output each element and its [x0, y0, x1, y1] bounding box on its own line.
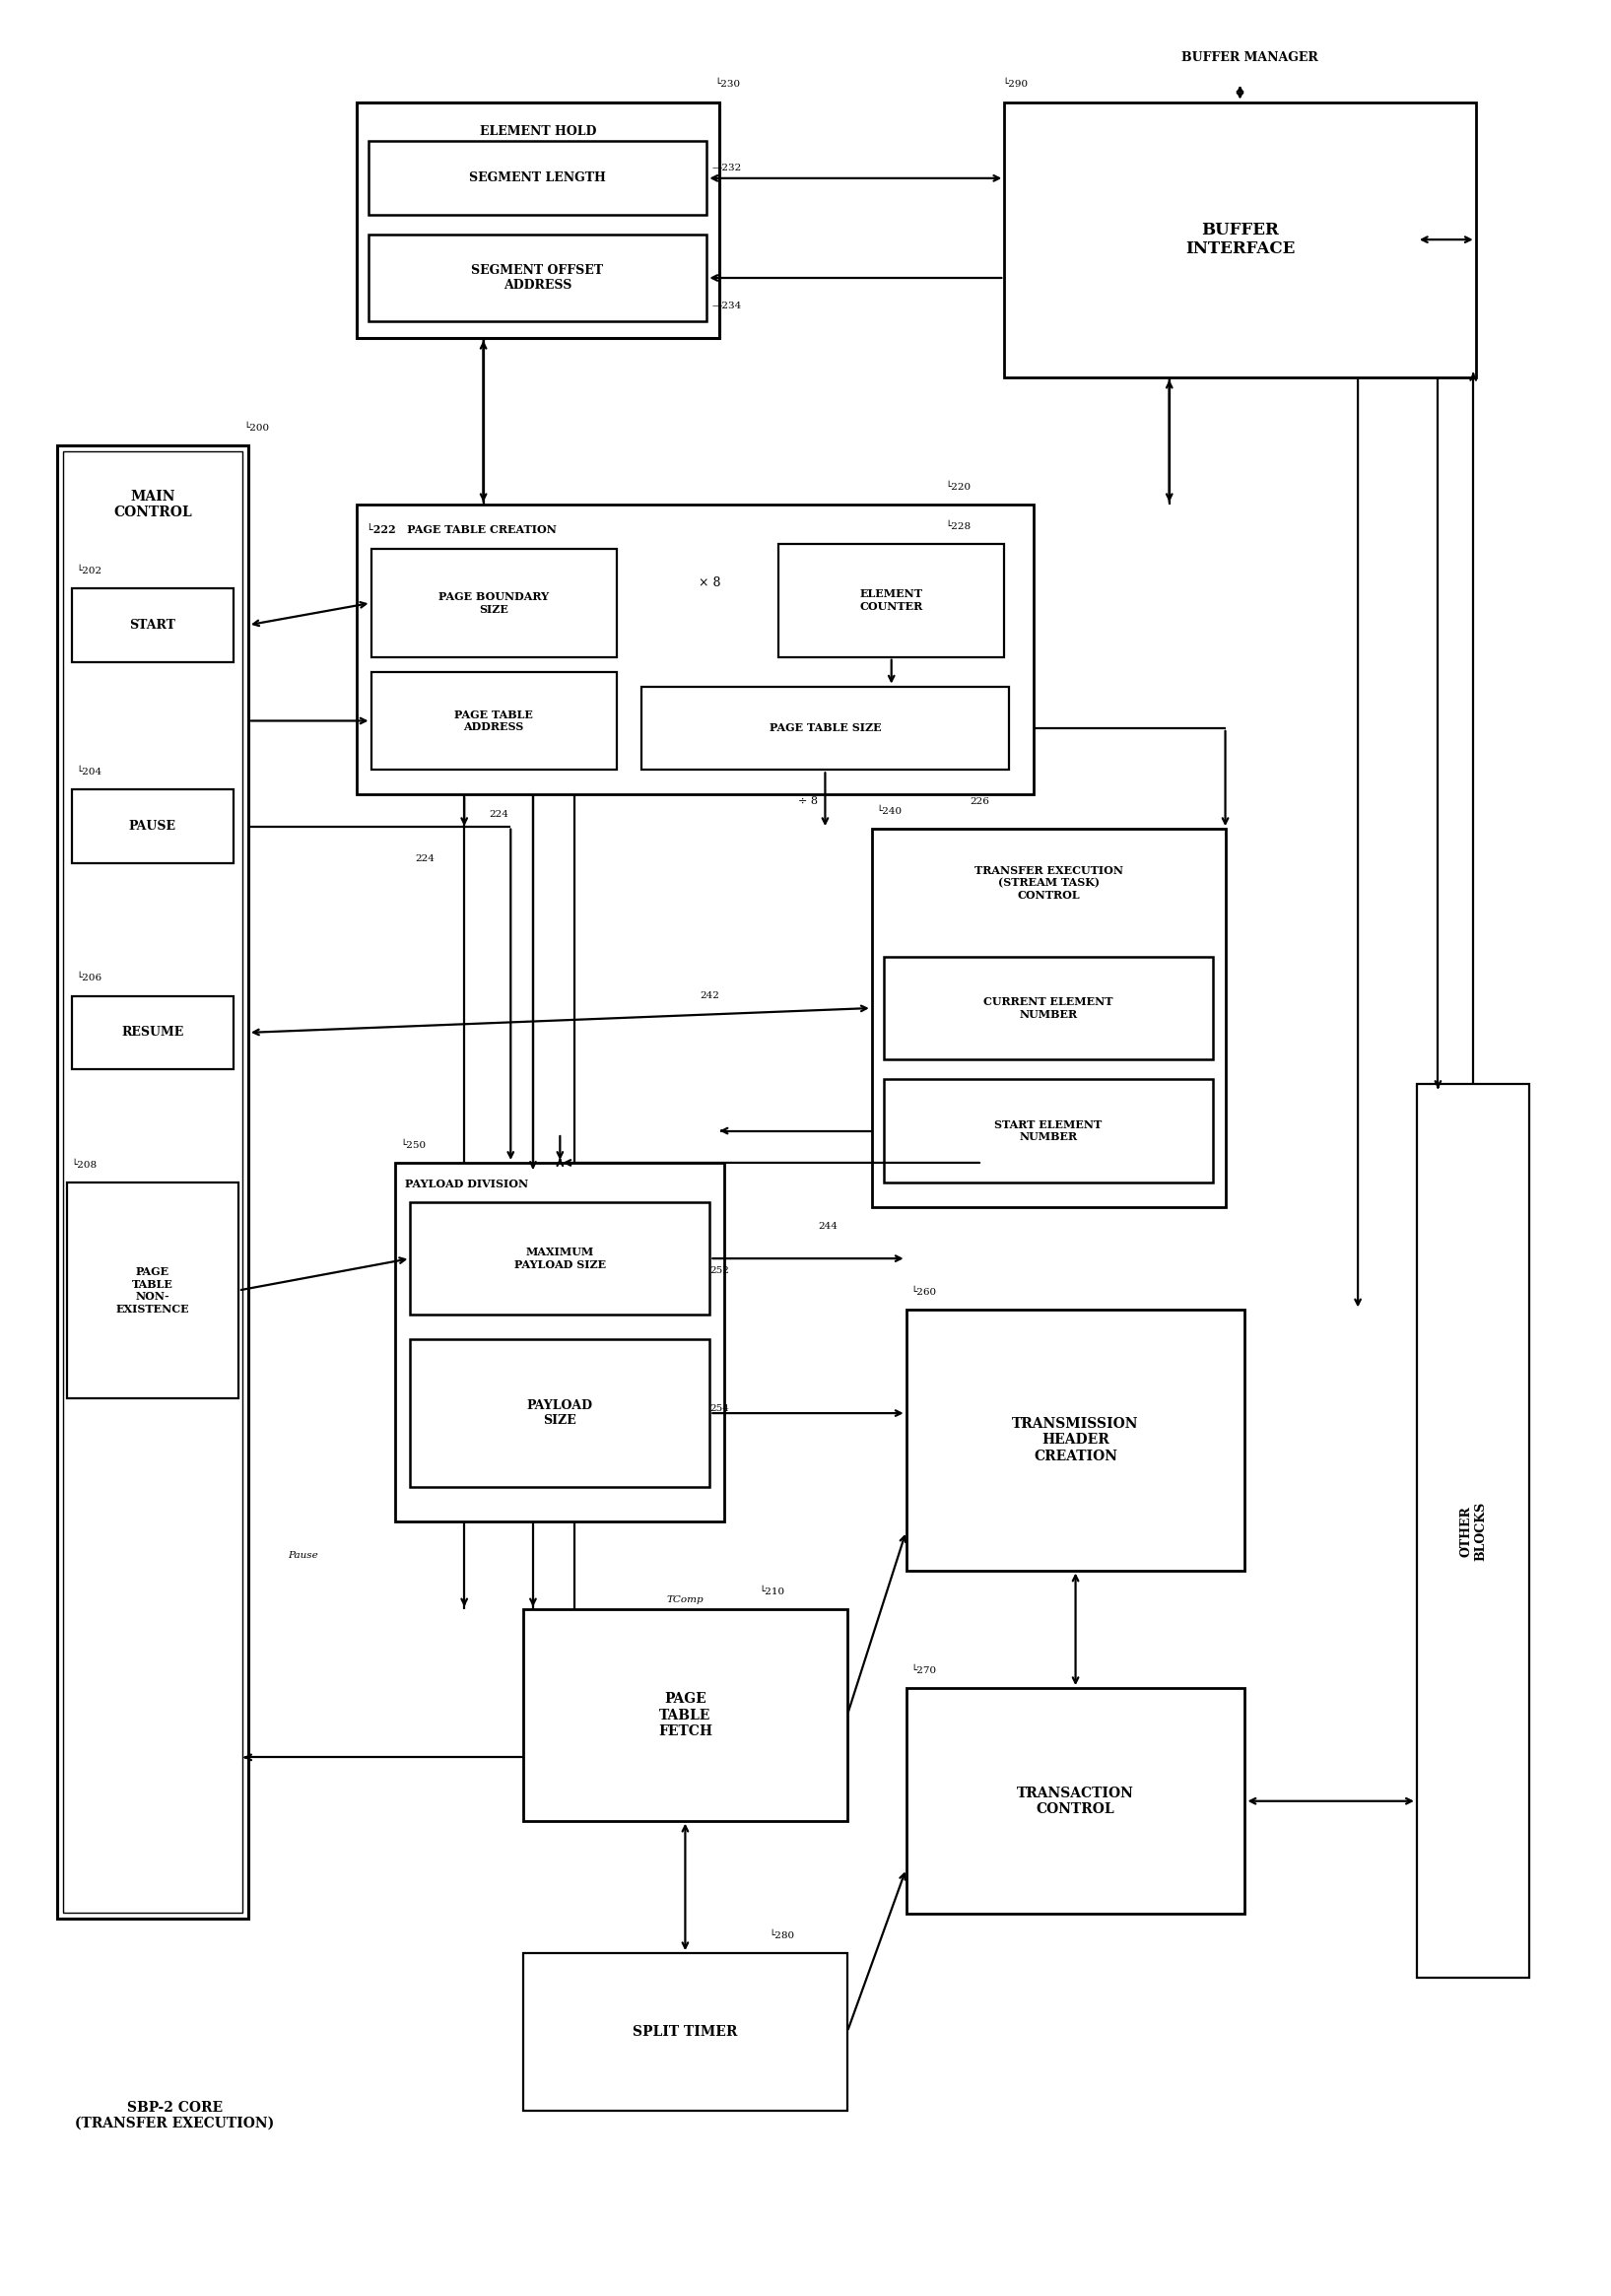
Bar	[356, 101, 720, 338]
Bar	[367, 142, 707, 216]
Bar	[66, 1182, 238, 1398]
Text: PAYLOAD
SIZE: PAYLOAD SIZE	[527, 1398, 593, 1426]
Bar	[367, 234, 707, 321]
Text: —232: —232	[712, 163, 741, 172]
Text: 224: 224	[488, 810, 509, 820]
Text: PAGE TABLE
ADDRESS: PAGE TABLE ADDRESS	[454, 709, 533, 732]
Text: └220: └220	[946, 482, 971, 491]
Bar	[883, 1079, 1213, 1182]
Text: ÷ 8: ÷ 8	[797, 797, 818, 806]
Text: └200: └200	[243, 422, 269, 432]
Text: 224: 224	[416, 854, 435, 863]
Text: BUFFER MANAGER: BUFFER MANAGER	[1181, 51, 1318, 64]
Text: × 8: × 8	[699, 576, 720, 590]
Bar	[56, 445, 248, 1919]
Text: SEGMENT LENGTH: SEGMENT LENGTH	[469, 172, 606, 184]
Text: 252: 252	[710, 1267, 730, 1274]
Text: └260: └260	[912, 1288, 938, 1297]
Bar	[71, 996, 234, 1070]
Text: └204: └204	[76, 767, 101, 776]
Bar	[905, 1311, 1245, 1570]
Bar	[71, 790, 234, 863]
Text: └228: └228	[946, 521, 971, 530]
Text: 242: 242	[699, 992, 720, 1001]
Text: └206: └206	[76, 974, 101, 983]
Text: └230: └230	[715, 80, 741, 90]
Text: OTHER
BLOCKS: OTHER BLOCKS	[1460, 1502, 1487, 1561]
Text: └222   PAGE TABLE CREATION: └222 PAGE TABLE CREATION	[366, 523, 556, 535]
Text: Pause: Pause	[287, 1552, 317, 1559]
Text: └290: └290	[1002, 80, 1028, 90]
Bar	[411, 1203, 710, 1316]
Text: TRANSMISSION
HEADER
CREATION: TRANSMISSION HEADER CREATION	[1012, 1417, 1139, 1463]
Text: PAGE BOUNDARY
SIZE: PAGE BOUNDARY SIZE	[438, 592, 549, 615]
Text: 226: 226	[970, 797, 989, 806]
Text: 254: 254	[710, 1403, 730, 1412]
Text: RESUME: RESUME	[121, 1026, 184, 1040]
Text: └202: └202	[76, 565, 101, 576]
Bar	[396, 1162, 725, 1522]
Text: SBP-2 CORE
(TRANSFER EXECUTION): SBP-2 CORE (TRANSFER EXECUTION)	[76, 2101, 274, 2131]
Text: PAGE TABLE SIZE: PAGE TABLE SIZE	[768, 723, 881, 735]
Text: CURRENT ELEMENT
NUMBER: CURRENT ELEMENT NUMBER	[983, 996, 1113, 1019]
Text: └210: └210	[759, 1587, 785, 1596]
Text: └240: └240	[876, 806, 902, 815]
Bar	[524, 1609, 847, 1821]
Bar	[371, 673, 617, 769]
Text: ELEMENT HOLD: ELEMENT HOLD	[480, 126, 596, 138]
Text: —234: —234	[712, 303, 741, 310]
Bar	[905, 1688, 1245, 1915]
Text: TComp: TComp	[667, 1596, 704, 1605]
Bar	[1416, 1084, 1530, 1977]
Text: PAUSE: PAUSE	[129, 820, 176, 833]
Bar	[872, 829, 1226, 1208]
Text: MAXIMUM
PAYLOAD SIZE: MAXIMUM PAYLOAD SIZE	[514, 1247, 606, 1270]
Text: 244: 244	[818, 1221, 838, 1231]
Bar	[356, 505, 1034, 794]
Text: └208: └208	[71, 1159, 97, 1169]
Text: SEGMENT OFFSET
ADDRESS: SEGMENT OFFSET ADDRESS	[472, 264, 604, 292]
Text: TRANSACTION
CONTROL: TRANSACTION CONTROL	[1017, 1786, 1134, 1816]
Bar	[371, 549, 617, 657]
Text: └270: └270	[912, 1667, 938, 1676]
Text: START: START	[129, 618, 176, 631]
Bar	[71, 588, 234, 661]
Text: PAGE
TABLE
NON-
EXISTENCE: PAGE TABLE NON- EXISTENCE	[116, 1265, 188, 1316]
Text: PAYLOAD DIVISION: PAYLOAD DIVISION	[406, 1178, 528, 1189]
Text: TRANSFER EXECUTION
(STREAM TASK)
CONTROL: TRANSFER EXECUTION (STREAM TASK) CONTROL	[975, 866, 1123, 900]
Text: └280: └280	[768, 1931, 794, 1940]
Text: START ELEMENT
NUMBER: START ELEMENT NUMBER	[994, 1118, 1102, 1143]
Text: └250: └250	[401, 1141, 427, 1150]
Text: PAGE
TABLE
FETCH: PAGE TABLE FETCH	[659, 1692, 712, 1738]
Bar	[778, 544, 1004, 657]
Text: MAIN
CONTROL: MAIN CONTROL	[113, 489, 192, 519]
Bar	[641, 687, 1008, 769]
Bar	[883, 957, 1213, 1061]
Text: SPLIT TIMER: SPLIT TIMER	[633, 2025, 738, 2039]
Bar	[524, 1954, 847, 2110]
Text: BUFFER
INTERFACE: BUFFER INTERFACE	[1186, 220, 1295, 257]
Bar	[1004, 101, 1476, 377]
Text: ELEMENT
COUNTER: ELEMENT COUNTER	[860, 588, 923, 613]
Bar	[411, 1339, 710, 1488]
Bar	[63, 452, 242, 1913]
